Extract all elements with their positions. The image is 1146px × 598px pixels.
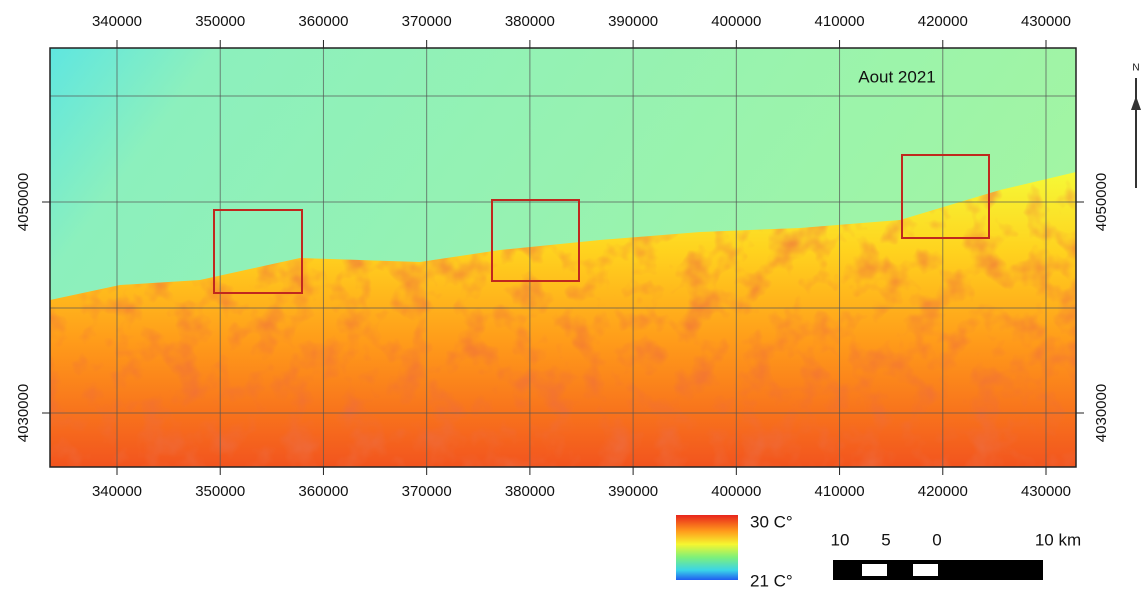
- easting-label: 370000: [402, 13, 452, 30]
- legend-max: 30 C°: [750, 512, 793, 531]
- scale-label: 5: [881, 530, 890, 549]
- easting-label: 410000: [815, 483, 865, 500]
- easting-label: 390000: [608, 13, 658, 30]
- easting-label: 350000: [195, 483, 245, 500]
- northing-label: 4030000: [1093, 384, 1110, 442]
- northing-label: 4050000: [15, 173, 32, 231]
- easting-label: 350000: [195, 13, 245, 30]
- map-title: Aout 2021: [858, 67, 936, 86]
- study-area-box: [901, 154, 990, 239]
- northing-label: 4030000: [15, 384, 32, 442]
- scale-bar: 10 5 0 10 km: [831, 530, 1081, 580]
- easting-label: 430000: [1021, 483, 1071, 500]
- grid: [50, 48, 1076, 467]
- easting-label: 410000: [815, 13, 865, 30]
- easting-label: 360000: [298, 483, 348, 500]
- north-label: N: [1132, 63, 1139, 74]
- easting-label: 370000: [402, 483, 452, 500]
- legend-min: 21 C°: [750, 571, 793, 590]
- scale-label: 10 km: [1035, 530, 1081, 549]
- easting-label: 420000: [918, 483, 968, 500]
- easting-label: 420000: [918, 13, 968, 30]
- easting-label: 400000: [711, 13, 761, 30]
- easting-label: 380000: [505, 483, 555, 500]
- scale-label: 0: [932, 530, 941, 549]
- easting-label: 390000: [608, 483, 658, 500]
- easting-label: 340000: [92, 13, 142, 30]
- scale-label: 10: [831, 530, 850, 549]
- easting-label: 380000: [505, 13, 555, 30]
- north-arrow: N: [1131, 63, 1141, 188]
- map-frame: [49, 47, 1077, 468]
- easting-label: 400000: [711, 483, 761, 500]
- study-area-box: [213, 209, 303, 294]
- northing-label: 4050000: [1093, 173, 1110, 231]
- easting-label: 430000: [1021, 13, 1071, 30]
- study-area-box: [491, 199, 580, 282]
- legend-colorbar: [676, 515, 738, 580]
- easting-label: 340000: [92, 483, 142, 500]
- easting-label: 360000: [298, 13, 348, 30]
